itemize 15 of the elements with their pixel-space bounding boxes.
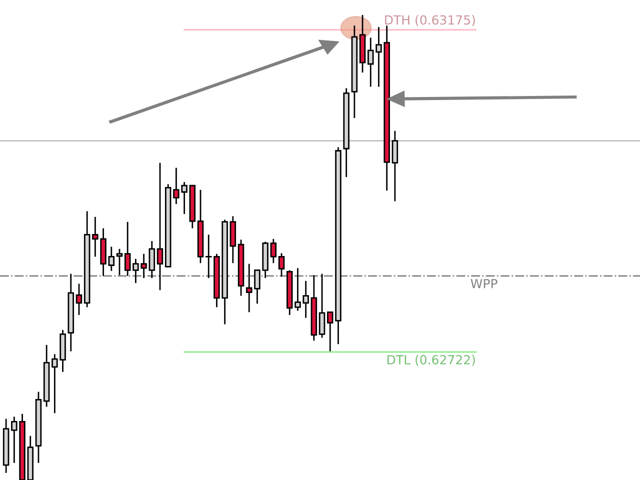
ref-line-label: DTL (0.62722) — [388, 354, 475, 366]
candlestick — [318, 273, 326, 338]
candlestick — [205, 234, 212, 279]
candlestick — [246, 263, 252, 313]
ref-line-label: WPP — [470, 279, 498, 288]
candlestick — [392, 130, 398, 202]
candlestick — [278, 252, 285, 278]
candlestick — [270, 238, 277, 264]
candlestick — [124, 221, 131, 277]
candlestick — [108, 246, 115, 272]
ref-line-label: DTH (0.63175) — [385, 15, 475, 26]
candlestick — [148, 240, 156, 279]
candlestick — [116, 248, 123, 276]
candlestick — [76, 283, 82, 316]
candlestick — [156, 162, 164, 291]
